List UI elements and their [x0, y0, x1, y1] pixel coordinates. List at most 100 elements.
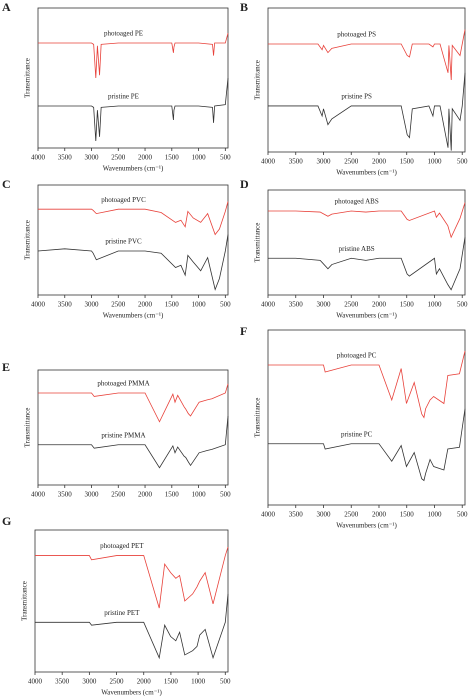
x-tick-label: 1000 [192, 154, 207, 162]
x-tick-label: 1500 [165, 301, 180, 309]
x-tick-label: 500 [457, 301, 468, 309]
x-tick-label: 2500 [111, 491, 126, 499]
x-tick-label: 2000 [137, 678, 152, 686]
plot-frame [267, 329, 466, 506]
panel: B 4000 3500 3000 2500 2000 1500 1000 500 Wavenumb… [240, 0, 468, 177]
spectrum-line [268, 29, 466, 81]
series-label: photoaged PE [104, 30, 143, 38]
x-tick-label: 2000 [138, 491, 153, 499]
x-tick-label: 1500 [400, 301, 415, 309]
panel-letter: A [2, 0, 11, 14]
x-tick-label: 4000 [261, 511, 276, 519]
series-label: pristine PE [108, 93, 139, 101]
x-tick-label: 500 [220, 301, 231, 309]
spectrum-line [268, 408, 466, 482]
x-tick-label: 1500 [165, 491, 180, 499]
x-tick-label: 3000 [85, 154, 100, 162]
panel: E 4000 3500 3000 2500 2000 1500 1000 500 Transmit… [2, 360, 231, 499]
x-axis-title: Wavenumbers (cm⁻¹) [101, 689, 162, 697]
x-tick-label: 3500 [55, 678, 70, 686]
spectrum-line [38, 201, 229, 236]
x-tick-label: 3500 [289, 301, 304, 309]
spectrum-line [38, 77, 229, 142]
x-tick-label: 1000 [192, 301, 207, 309]
series-label: pristine ABS [339, 245, 375, 253]
plot-frame [267, 189, 466, 296]
x-tick-label: 3000 [85, 491, 100, 499]
x-axis-title: Wavenumbers (cm⁻¹) [103, 312, 164, 320]
x-tick-label: 4000 [28, 678, 43, 686]
y-axis-title: Transmittance [24, 220, 32, 260]
series-label: pristine PET [104, 609, 140, 617]
x-tick-label: 1000 [191, 678, 206, 686]
panel-letter: E [2, 360, 10, 374]
x-tick-label: 2000 [372, 511, 387, 519]
spectrum-line [37, 234, 229, 291]
x-axis-title: Wavenumbers (cm⁻¹) [336, 312, 397, 320]
x-tick-label: 4000 [261, 158, 276, 166]
panel: F 4000 3500 3000 2500 2000 1500 1000 500 Wavenumb… [240, 324, 468, 530]
series-label: photoaged PC [337, 352, 377, 360]
x-axis-title: Wavenumbers (cm⁻¹) [336, 169, 397, 177]
x-tick-label: 500 [220, 678, 231, 686]
x-axis-title: Wavenumbers (cm⁻¹) [103, 165, 164, 173]
spectrum-line [35, 593, 229, 660]
plot-frame [34, 529, 229, 673]
spectrum-line [268, 237, 466, 291]
series-label: photoaged PMMA [97, 380, 149, 388]
x-tick-label: 500 [457, 158, 468, 166]
x-tick-label: 3000 [82, 678, 97, 686]
x-tick-label: 3500 [58, 154, 73, 162]
series-label: photoaged PS [337, 31, 376, 39]
spectrum-line [38, 383, 229, 423]
x-tick-label: 2500 [344, 511, 359, 519]
x-tick-label: 2500 [110, 678, 125, 686]
x-tick-label: 1500 [165, 154, 180, 162]
x-tick-label: 2500 [344, 301, 359, 309]
x-tick-label: 3500 [58, 301, 73, 309]
panel: G 4000 3500 3000 2500 2000 1500 1000 500 Wavenumb… [2, 514, 231, 697]
series-label: photoaged PET [100, 542, 144, 550]
x-tick-label: 3500 [289, 158, 304, 166]
y-axis-title: Transmittance [24, 58, 32, 98]
x-tick-label: 1500 [164, 678, 179, 686]
series-label: pristine PMMA [101, 431, 145, 439]
x-tick-label: 3000 [85, 301, 100, 309]
spectrum-line [38, 415, 229, 469]
spectrum-line [268, 202, 466, 239]
plot-frame [267, 7, 466, 153]
x-tick-label: 1000 [192, 491, 207, 499]
x-tick-label: 1000 [427, 511, 442, 519]
x-tick-label: 2000 [138, 301, 153, 309]
x-tick-label: 2500 [111, 301, 126, 309]
x-tick-label: 2000 [138, 154, 153, 162]
panel-letter: C [2, 177, 11, 191]
panel-letter: G [2, 514, 11, 528]
panel-letter: D [240, 177, 249, 191]
spectrum-line [35, 546, 229, 609]
spectrum-line [38, 33, 229, 79]
spectrum-line [268, 72, 466, 151]
x-tick-label: 1000 [427, 158, 442, 166]
panel: D 4000 3500 3000 2500 2000 1500 1000 500 Wavenumb… [240, 177, 468, 320]
x-axis-title: Wavenumbers (cm⁻¹) [336, 522, 397, 530]
x-tick-label: 1500 [400, 511, 415, 519]
x-tick-label: 4000 [31, 154, 46, 162]
x-tick-label: 2000 [372, 301, 387, 309]
x-tick-label: 2000 [372, 158, 387, 166]
x-tick-label: 2500 [344, 158, 359, 166]
x-tick-label: 3000 [316, 158, 331, 166]
x-tick-label: 2500 [111, 154, 126, 162]
y-axis-title: Transmittance [254, 223, 262, 263]
x-tick-label: 4000 [31, 491, 46, 499]
panel-letter: F [240, 324, 247, 338]
x-tick-label: 3500 [289, 511, 304, 519]
x-tick-label: 4000 [261, 301, 276, 309]
series-label: photoaged PVC [101, 196, 146, 204]
x-tick-label: 500 [220, 154, 231, 162]
y-axis-title: Transmittance [254, 60, 262, 100]
series-label: pristine PC [341, 430, 373, 438]
y-axis-title: Transmittance [21, 581, 29, 621]
plot-frame [37, 184, 229, 296]
